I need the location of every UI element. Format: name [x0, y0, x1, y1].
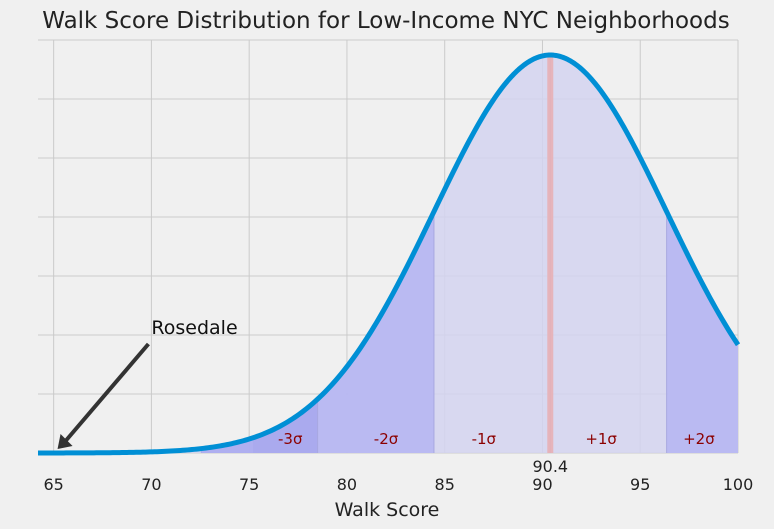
x-tick-label: 85	[435, 475, 455, 494]
sigma-label: -2σ	[374, 430, 399, 448]
sigma-bands	[38, 55, 738, 453]
x-axis-label: Walk Score	[335, 499, 440, 521]
x-tick-label: 80	[337, 475, 357, 494]
x-tick-label: 90	[532, 475, 552, 494]
x-tick-label: 65	[43, 475, 63, 494]
sigma-label: +1σ	[585, 430, 617, 448]
annotation-arrow-shaft	[64, 342, 150, 443]
label-layer: 65 70 75 80 85 90 95 100 -3σ -2σ -1σ +1σ +2σ 90.4 Rose…	[43, 317, 753, 494]
x-tick-label: 95	[630, 475, 650, 494]
chart-title: Walk Score Distribution for Low-Income N…	[42, 8, 729, 34]
sigma-label: -3σ	[278, 430, 303, 448]
curve-fill	[38, 55, 738, 453]
sigma-band	[666, 211, 738, 453]
mean-label: 90.4	[532, 457, 568, 476]
sigma-band	[201, 399, 318, 453]
x-tick-label: 75	[239, 475, 259, 494]
x-tick-label: 100	[723, 475, 754, 494]
annotation-arrow-head	[57, 434, 73, 449]
x-tick-label: 70	[141, 475, 161, 494]
sigma-label: +2σ	[683, 430, 715, 448]
annotation-label: Rosedale	[151, 317, 237, 339]
sigma-label: -1σ	[472, 430, 497, 448]
distribution-curve	[37, 52, 741, 456]
curve-layer	[37, 52, 741, 456]
